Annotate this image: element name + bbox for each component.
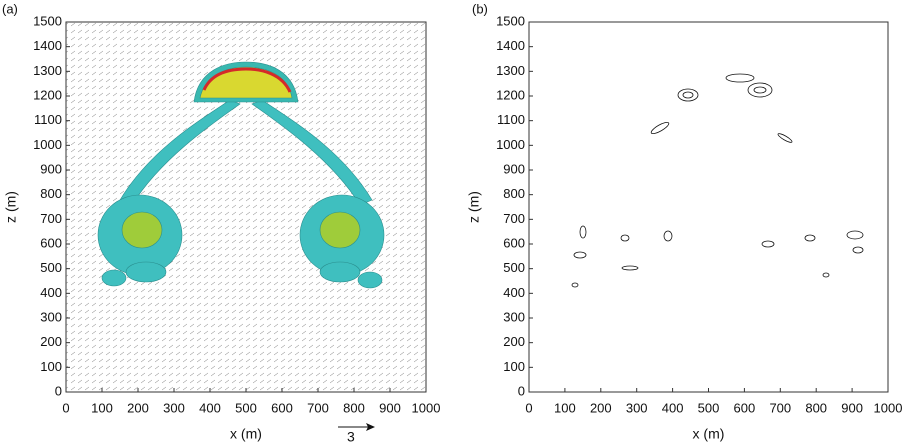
- y-tick-label: 1500: [496, 13, 525, 28]
- y-tick-label: 500: [503, 260, 525, 275]
- x-tick-label: 600: [734, 400, 756, 415]
- y-tick-label: 700: [40, 211, 62, 226]
- x-tick-label: 800: [805, 400, 827, 415]
- x-tick-label: 0: [62, 400, 69, 415]
- y-tick-label: 100: [40, 359, 62, 374]
- y-tick-label: 1500: [33, 13, 62, 28]
- y-axis-label: z (m): [466, 191, 482, 223]
- y-tick-label: 1100: [34, 112, 62, 127]
- x-tick-label: 900: [379, 400, 401, 415]
- y-tick-label: 0: [518, 383, 525, 398]
- x-tick-label: 400: [662, 400, 684, 415]
- y-tick-label: 400: [503, 285, 525, 300]
- panel-label: (a): [2, 1, 18, 16]
- x-axis-label: x (m): [693, 426, 725, 442]
- y-tick-label: 1200: [33, 87, 62, 102]
- reference-vector-label: 3: [347, 429, 355, 444]
- x-tick-label: 100: [554, 400, 576, 415]
- y-tick-label: 400: [40, 285, 62, 300]
- y-tick-label: 1200: [496, 87, 525, 102]
- x-tick-label: 300: [626, 400, 648, 415]
- x-tick-label: 1000: [874, 400, 903, 415]
- y-tick-label: 900: [40, 161, 62, 176]
- reference-vector-head: [366, 423, 375, 431]
- axes: 0 100 200 300 400 500 600 700 800 900 1000 0 100 200 3…: [2, 1, 440, 444]
- y-tick-label: 0: [55, 383, 62, 398]
- panel-label: (b): [472, 1, 488, 16]
- x-tick-label: 500: [698, 400, 720, 415]
- contour-field-a: [97, 61, 385, 289]
- x-tick-label: 0: [525, 400, 532, 415]
- y-tick-label: 600: [503, 235, 525, 250]
- y-tick-label: 1400: [33, 38, 62, 53]
- y-tick-label: 1000: [496, 137, 525, 152]
- x-tick-label: 200: [127, 400, 149, 415]
- x-tick-label: 700: [769, 400, 791, 415]
- y-tick-label: 1300: [33, 63, 62, 78]
- y-tick-label: 200: [503, 334, 525, 349]
- y-tick-label: 200: [40, 334, 62, 349]
- contour-field-b: [571, 73, 864, 288]
- y-tick-label: 1300: [496, 63, 525, 78]
- y-tick-label: 600: [40, 235, 62, 250]
- y-tick-label: 700: [503, 211, 525, 226]
- x-tick-label: 1000: [412, 400, 441, 415]
- y-tick-label: 100: [503, 359, 525, 374]
- x-tick-label: 600: [271, 400, 293, 415]
- x-axis-label: x (m): [230, 426, 262, 442]
- x-tick-label: 700: [307, 400, 329, 415]
- y-tick-label: 800: [503, 186, 525, 201]
- axes: 0 100 200 300 400 500 600 700 800 900 1000 0 100 200 3…: [466, 1, 903, 441]
- x-tick-label: 500: [235, 400, 257, 415]
- y-tick-label: 900: [503, 161, 525, 176]
- x-tick-label: 800: [343, 400, 365, 415]
- y-tick-label: 300: [40, 309, 62, 324]
- y-tick-label: 1400: [496, 38, 525, 53]
- y-tick-label: 500: [40, 260, 62, 275]
- x-tick-label: 300: [163, 400, 185, 415]
- y-axis-label: z (m): [3, 191, 19, 223]
- plot-frame: [528, 21, 889, 393]
- y-tick-label: 1100: [497, 112, 525, 127]
- x-tick-label: 900: [841, 400, 863, 415]
- y-tick-label: 800: [40, 186, 62, 201]
- y-tick-label: 1000: [33, 137, 62, 152]
- x-tick-label: 400: [199, 400, 221, 415]
- x-tick-label: 200: [590, 400, 612, 415]
- y-tick-label: 300: [503, 309, 525, 324]
- x-tick-label: 100: [91, 400, 113, 415]
